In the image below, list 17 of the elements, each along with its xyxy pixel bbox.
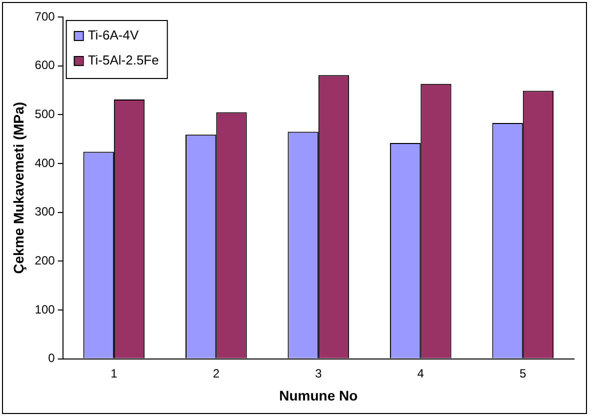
y-tick-label: 200 <box>34 253 56 268</box>
y-tick-label: 500 <box>34 106 56 121</box>
legend-label: Ti-5Al-2.5Fe <box>88 52 159 68</box>
y-tick-label: 0 <box>48 351 56 366</box>
y-tick-label: 600 <box>34 58 56 72</box>
x-tick-label: 2 <box>212 366 220 380</box>
legend-label: Ti-6A-4V <box>88 28 139 43</box>
y-tick-label: 100 <box>34 302 56 316</box>
y-tick-label: 700 <box>34 9 56 24</box>
x-tick-label: 4 <box>417 366 424 380</box>
x-tick-label: 3 <box>315 366 322 380</box>
x-axis-title: Numune No <box>279 387 358 404</box>
y-tick-label: 400 <box>34 156 56 170</box>
x-tick-label: 1 <box>110 366 118 380</box>
x-tick-label: 5 <box>520 366 527 380</box>
y-axis-title: Çekme Mukavemeti (MPa) <box>10 102 26 274</box>
y-tick-label: 300 <box>34 204 56 219</box>
